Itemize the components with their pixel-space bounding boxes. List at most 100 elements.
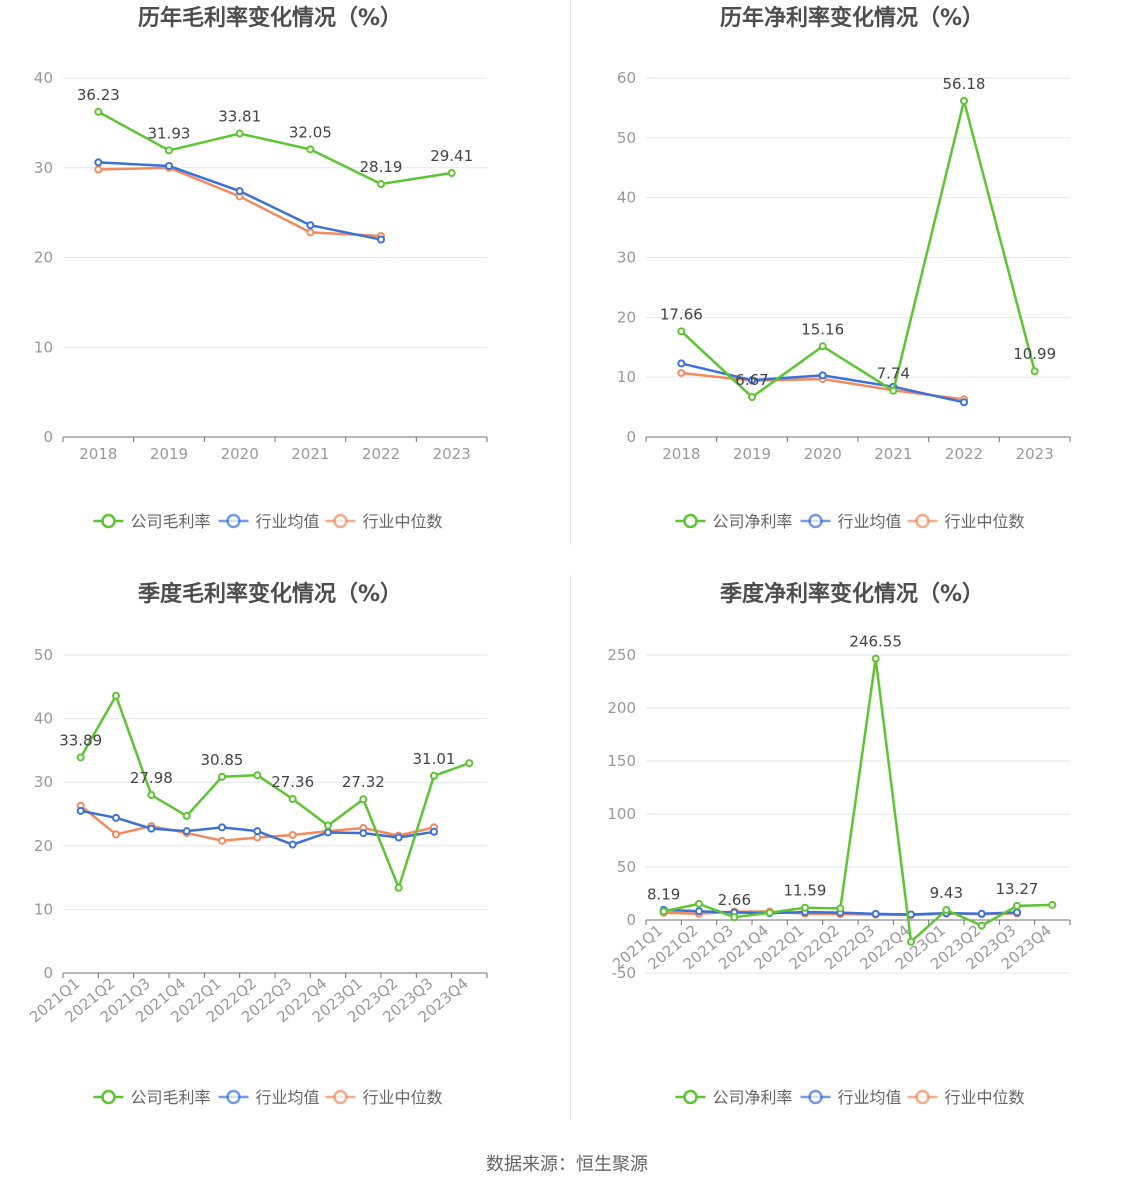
series-line-industry_avg (98, 161, 382, 241)
data-source-footer: 数据来源：恒生聚源 (486, 1154, 648, 1175)
data-point (394, 883, 403, 892)
data-point (748, 376, 756, 385)
vertical-divider-bottom (570, 575, 571, 1120)
x-tick-label: 2020 (221, 445, 259, 463)
data-point (324, 828, 332, 837)
data-label: 27.98 (130, 769, 173, 787)
y-tick-label: 50 (617, 858, 636, 876)
legend-item-company: 公司毛利率 (93, 1088, 211, 1107)
legend-item-industry_avg: 行业均值 (800, 1088, 902, 1107)
legend-marker-icon (333, 1089, 348, 1105)
data-label: 32.05 (289, 123, 332, 141)
y-tick-label: 100 (607, 805, 636, 823)
legend-item-company: 公司净利率 (675, 512, 793, 531)
y-tick-label: 10 (34, 900, 53, 918)
data-point (871, 654, 880, 663)
data-point (165, 161, 173, 170)
data-point (324, 821, 332, 830)
x-tick-label: 2022 (945, 445, 983, 463)
series-line-company (79, 694, 470, 890)
legend-label: 行业中位数 (363, 1088, 443, 1107)
data-point (218, 772, 226, 781)
data-point (871, 909, 880, 918)
data-point (377, 179, 385, 188)
data-point (907, 937, 915, 946)
data-point (430, 827, 438, 836)
vertical-divider-top (570, 0, 571, 545)
x-tick-label: 2020 (804, 445, 842, 463)
y-tick-label: 40 (34, 69, 53, 87)
data-point (288, 830, 297, 839)
y-tick-label: 50 (617, 129, 636, 147)
legend-marker-icon (683, 513, 698, 529)
data-label: 28.19 (360, 158, 403, 176)
data-label: 10.99 (1013, 345, 1056, 363)
data-point (1048, 900, 1057, 909)
chart-panel-4: 季度净利率变化情况（%）-500501001502002502021Q12021… (607, 581, 1071, 1107)
data-label: 31.93 (148, 124, 191, 142)
data-point (94, 165, 103, 174)
legend-item-industry_avg: 行业均值 (218, 1088, 320, 1107)
data-point (306, 221, 315, 230)
data-point (147, 791, 156, 800)
data-point (748, 393, 756, 402)
data-point (288, 794, 297, 803)
x-tick-label: 2019 (733, 445, 771, 463)
data-label: 8.19 (647, 885, 680, 903)
y-tick-label: 20 (617, 308, 636, 326)
data-point (306, 145, 315, 154)
x-tick-label: 2019 (150, 445, 188, 463)
series-line-company (663, 657, 1053, 943)
legend-item-industry_avg: 行业均值 (218, 512, 320, 531)
y-tick-label: 250 (607, 646, 636, 664)
y-tick-label: 10 (617, 368, 636, 386)
data-label: 27.36 (271, 773, 314, 791)
data-point (253, 771, 262, 780)
data-label: 11.59 (784, 882, 827, 900)
legend-marker-icon (226, 1089, 241, 1105)
data-point (801, 903, 809, 912)
data-point (730, 913, 739, 922)
chart-title: 历年净利率变化情况（%） (720, 5, 984, 31)
data-point (695, 899, 703, 908)
chart-panel-2: 历年净利率变化情况（%） 0 10 20 30 40 50 60 2018 2019 2020 202… (617, 5, 1071, 531)
data-point (76, 806, 85, 815)
data-label: 6.67 (735, 371, 768, 389)
data-point (218, 823, 226, 832)
legend-marker-icon (683, 1089, 698, 1105)
data-label: 56.18 (943, 75, 986, 93)
x-tick-label: 2023 (433, 445, 471, 463)
legend-label: 公司净利率 (713, 1088, 793, 1107)
data-point (960, 96, 968, 105)
legend-item-industry_median: 行业中位数 (325, 1088, 443, 1107)
data-point (818, 342, 827, 351)
y-tick-label: 40 (617, 189, 636, 207)
data-point (377, 235, 385, 244)
data-point (94, 107, 103, 116)
chart-title: 季度毛利率变化情况（%） (138, 581, 402, 607)
data-point (218, 836, 226, 845)
chart-legend: 公司毛利率 行业均值 行业中位数 (93, 512, 443, 531)
legend-marker-icon (808, 513, 823, 529)
series-line-company (97, 110, 452, 186)
legend-label: 行业均值 (256, 1088, 320, 1107)
data-point (465, 759, 474, 768)
data-point (182, 827, 191, 836)
data-label: 7.74 (877, 365, 910, 383)
data-label: 17.66 (660, 305, 703, 323)
data-label: 2.66 (718, 891, 751, 909)
data-point (889, 386, 898, 395)
series-line-industry_median (98, 166, 382, 238)
chart-legend: 公司净利率 行业均值 行业中位数 (675, 1088, 1025, 1107)
data-point (112, 813, 120, 822)
legend-label: 行业中位数 (945, 1088, 1025, 1107)
y-tick-label: -50 (612, 964, 637, 982)
y-tick-label: 10 (34, 338, 53, 356)
data-point (677, 359, 686, 368)
legend-label: 公司毛利率 (131, 1088, 211, 1107)
legend-marker-icon (101, 1089, 116, 1105)
y-tick-label: 20 (34, 837, 53, 855)
legend-item-industry_median: 行业中位数 (325, 512, 443, 531)
x-tick-label: 2018 (662, 445, 700, 463)
legend-marker-icon (915, 1089, 930, 1105)
